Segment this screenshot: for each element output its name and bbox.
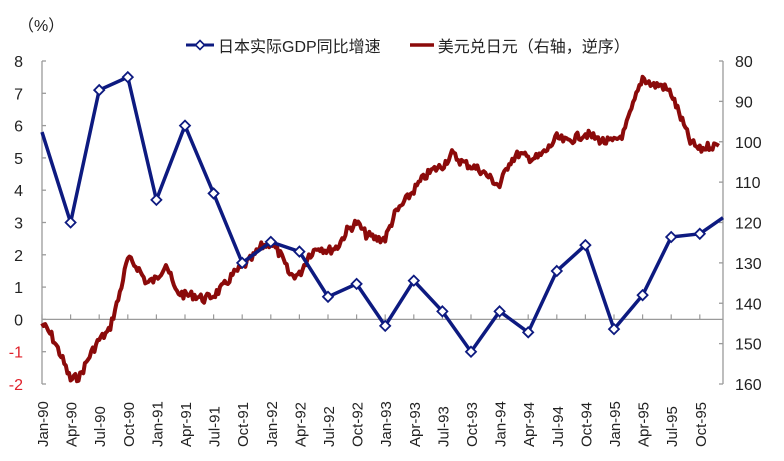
y-left-tick-label: 6 [14, 119, 23, 136]
y-right-tick-label: 140 [735, 296, 762, 313]
x-tick-label: Jul-94 [550, 406, 567, 447]
x-tick-label: Oct-93 [464, 402, 481, 447]
x-tick-label: Apr-91 [178, 402, 195, 447]
gdp-marker [264, 235, 278, 249]
y-right-tick-label: 100 [735, 135, 762, 152]
y-right-tick-label: 90 [735, 94, 753, 111]
x-tick-label: Oct-92 [350, 402, 367, 447]
y-right-tick-label: 120 [735, 216, 762, 233]
y-right-tick-label: 110 [735, 175, 761, 192]
y-right-tick-label: 130 [735, 256, 762, 273]
x-tick-label: Jan-90 [35, 401, 52, 447]
gdp-marker [464, 345, 478, 358]
x-tick-label: Jul-91 [207, 406, 224, 447]
y-left-tick-label: 2 [14, 248, 23, 265]
gdp-marker [150, 193, 163, 207]
y-right-tick-label: 80 [735, 54, 753, 71]
gdp-marker [64, 216, 77, 229]
x-tick-label: Jan-91 [149, 401, 166, 447]
x-tick-label: Jan-92 [264, 401, 281, 447]
gdp-marker [121, 70, 135, 84]
gdp-marker [493, 305, 506, 318]
x-tick-label: Jan-95 [607, 401, 624, 447]
gdp-marker [636, 288, 649, 302]
gdp-marker [321, 290, 335, 304]
gdp-marker [607, 322, 621, 336]
line-icon [409, 43, 434, 47]
y-left-tick-label: 8 [14, 54, 23, 71]
x-tick-label: Oct-94 [578, 402, 595, 447]
x-tick-label: Jul-92 [321, 406, 338, 447]
usdjpy-line [40, 74, 720, 384]
gdp-marker [350, 277, 363, 291]
y-left-tick-label: 5 [14, 151, 23, 168]
gdp-marker [693, 227, 707, 241]
x-tick-label: Apr-90 [64, 402, 81, 447]
x-tick-label: Jan-93 [378, 401, 395, 447]
x-tick-label: Apr-92 [292, 402, 309, 447]
gdp-marker [293, 245, 306, 258]
gdp-marker [92, 83, 106, 97]
y-left-tick-label: 1 [14, 280, 23, 297]
gdp-marker [178, 119, 192, 132]
y-left-tick-label: 3 [14, 216, 23, 233]
y-right-tick-label: 150 [735, 337, 762, 354]
gdp-marker [207, 187, 220, 200]
gdp-marker [436, 305, 449, 318]
legend: 日本实际GDP同比增速 美元兑日元（右轴，逆序） [185, 33, 658, 57]
legend-label-gdp: 日本实际GDP同比增速 [218, 39, 381, 56]
diamond-line-icon [186, 39, 214, 51]
x-tick-label: Apr-94 [521, 402, 538, 447]
x-tick-label: Oct-91 [235, 402, 252, 447]
y-right-tick-label: 160 [735, 377, 762, 394]
y-left-tick-label: 7 [14, 86, 23, 103]
gdp-marker [235, 256, 249, 270]
x-tick-label: Oct-90 [121, 402, 138, 447]
gdp-marker [378, 319, 392, 333]
gdp-marker [579, 238, 592, 252]
x-tick-label: Oct-95 [693, 402, 710, 447]
gdp-marker [550, 264, 564, 278]
gdp-marker [521, 326, 535, 339]
y-left-tick-label: 4 [14, 183, 23, 200]
x-tick-label: Jul-93 [435, 406, 452, 447]
x-tick-label: Jul-90 [92, 406, 109, 447]
y-left-tick-label: -2 [9, 377, 23, 394]
series-gdp [40, 70, 724, 358]
x-tick-label: Jul-95 [664, 406, 681, 447]
x-tick-label: Apr-95 [636, 402, 653, 447]
legend-item-gdp: 日本实际GDP同比增速 [185, 33, 381, 57]
gdp-line [40, 75, 724, 354]
legend-label-usdjpy: 美元兑日元（右轴，逆序） [437, 39, 630, 56]
gdp-marker [407, 274, 421, 287]
y-left-tick-label: -1 [9, 345, 23, 362]
axes: 8 7 6 5 4 3 2 1 0 -1 -2 80 90 100 110 120 130 140 150 160 Ja… [9, 54, 762, 447]
legend-item-usdjpy: 美元兑日元（右轴，逆序） [409, 33, 630, 57]
gdp-marker [664, 230, 678, 244]
series-usdjpy [40, 74, 720, 384]
y-axis-unit-label: （%） [18, 18, 65, 35]
x-tick-label: Jan-94 [493, 401, 510, 447]
y-left-tick-label: 0 [14, 312, 23, 329]
x-tick-label: Apr-93 [407, 402, 424, 447]
